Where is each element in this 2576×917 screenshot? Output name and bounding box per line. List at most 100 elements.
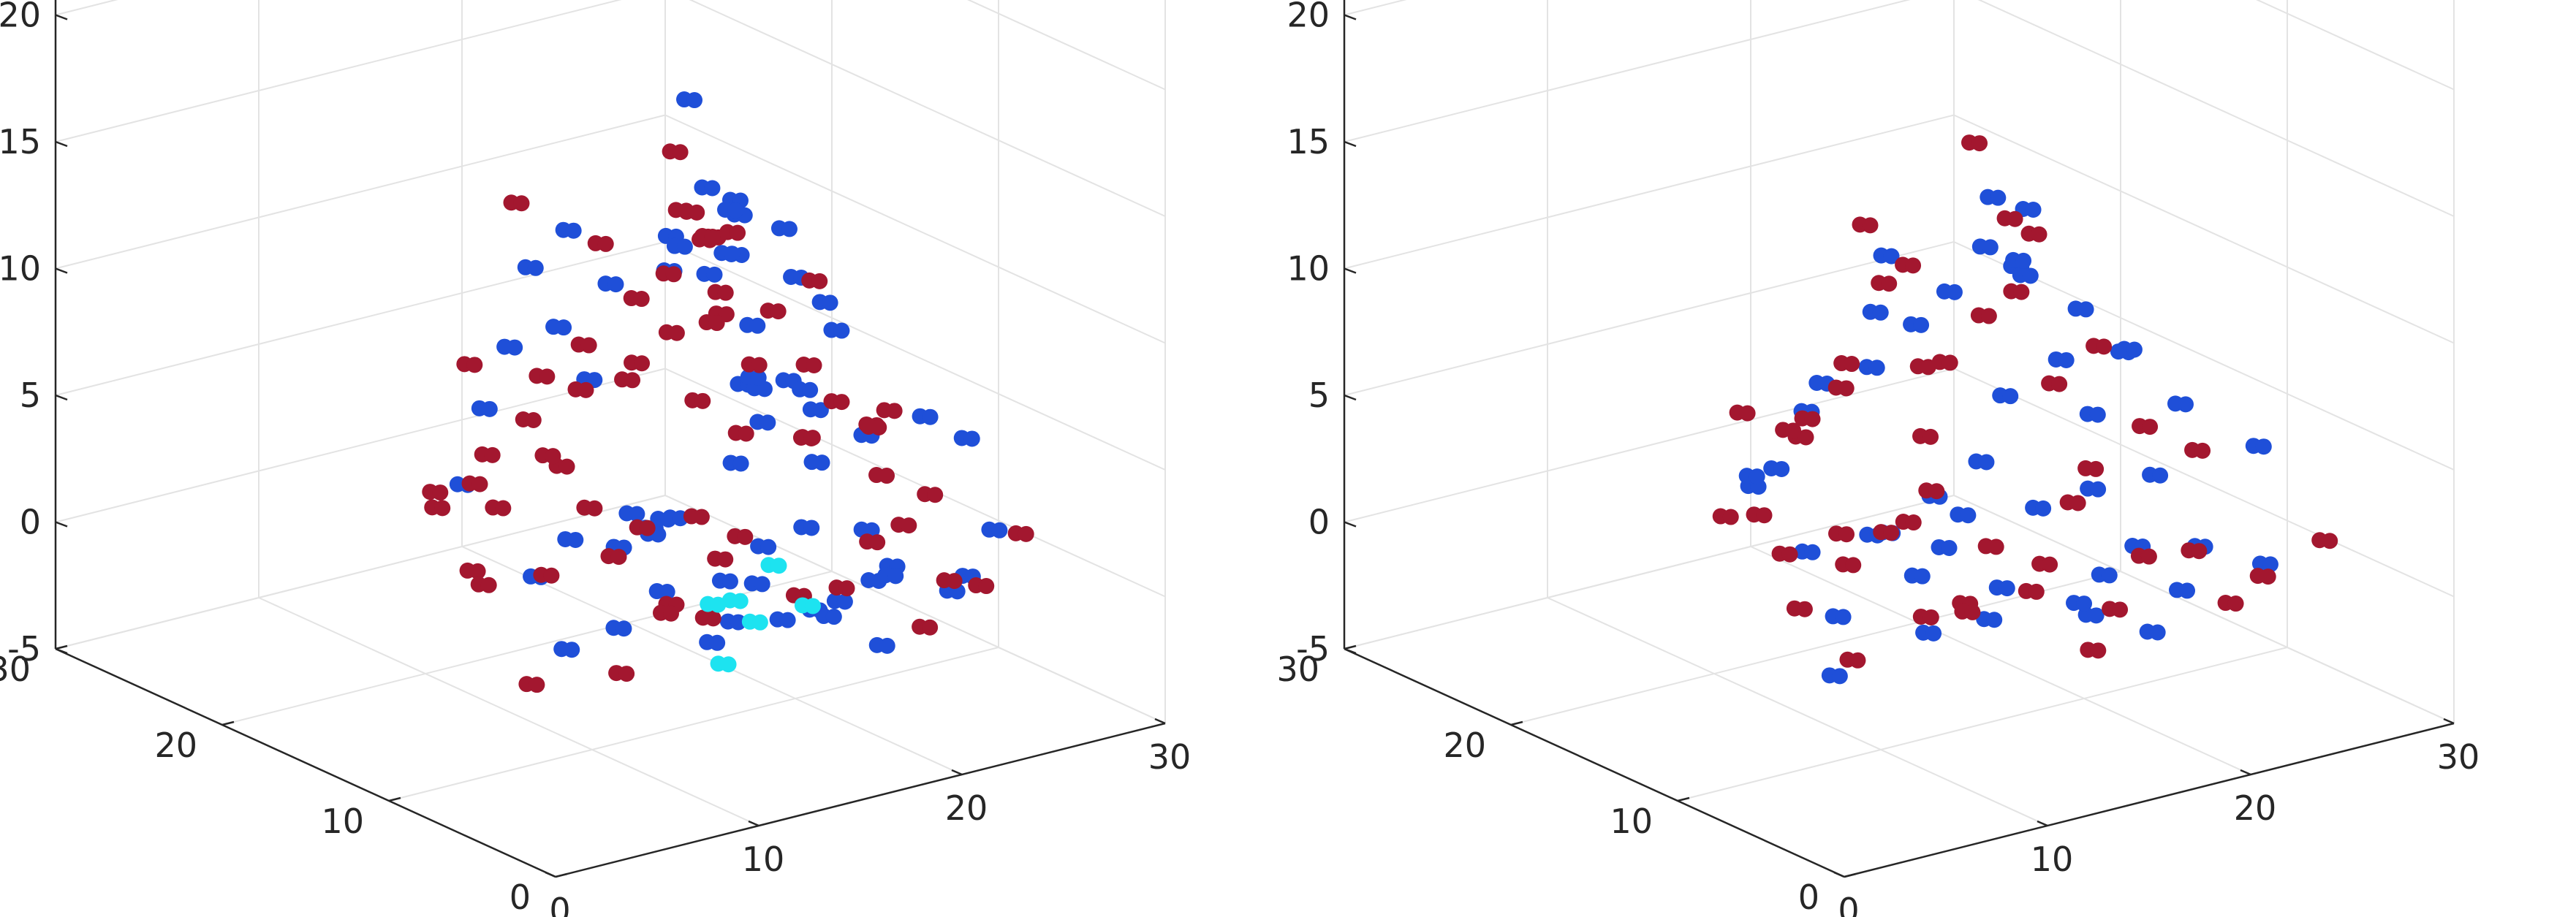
data-point xyxy=(1913,316,1930,333)
data-point xyxy=(513,195,530,212)
data-point xyxy=(1749,468,1765,485)
data-point xyxy=(2255,438,2272,455)
data-point xyxy=(481,400,498,417)
side-wall-gridline xyxy=(1953,114,2455,344)
data-point xyxy=(2179,582,2196,599)
data-point xyxy=(1018,525,1034,542)
data-point xyxy=(1925,625,1942,642)
data-point xyxy=(480,577,497,593)
data-point xyxy=(1844,356,1860,373)
data-point xyxy=(751,357,768,373)
data-point xyxy=(759,414,776,431)
y-tick-label: 10 xyxy=(321,802,364,841)
data-point xyxy=(2007,210,2023,227)
y-tick-label: 20 xyxy=(154,726,197,765)
z-tick-mark xyxy=(1344,140,1357,148)
side-wall-gridline xyxy=(689,0,1166,217)
data-point xyxy=(525,412,542,429)
data-point xyxy=(610,549,627,566)
data-point xyxy=(704,229,721,246)
data-point xyxy=(624,372,641,389)
data-point xyxy=(2042,556,2058,573)
data-point xyxy=(1804,411,1821,427)
z-tick-label: 5 xyxy=(20,376,41,415)
data-point xyxy=(770,558,787,574)
data-point xyxy=(1999,580,2015,597)
data-point xyxy=(825,609,842,625)
z-tick-label: -5 xyxy=(7,629,41,669)
data-point xyxy=(2089,406,2106,423)
data-point xyxy=(869,534,886,551)
data-point xyxy=(2051,376,2068,392)
y-tick-mark xyxy=(1844,872,1857,878)
data-point xyxy=(694,392,711,409)
side-wall-gridline xyxy=(664,241,1166,471)
data-point xyxy=(2031,226,2047,243)
data-point xyxy=(527,259,544,276)
data-point xyxy=(1831,668,1848,685)
side-wall-gridline xyxy=(1953,368,2455,598)
floor-gridline xyxy=(258,597,759,826)
back-wall-gridline xyxy=(55,241,666,396)
data-point xyxy=(1773,460,1790,477)
data-point xyxy=(710,596,727,613)
data-point xyxy=(2142,419,2159,435)
data-point xyxy=(2013,284,2030,300)
data-point xyxy=(1928,483,1945,500)
data-point xyxy=(2262,556,2278,573)
data-point xyxy=(2101,567,2118,584)
data-point xyxy=(1756,507,1773,524)
data-point xyxy=(978,578,995,595)
x-tick-label: 30 xyxy=(2437,737,2480,777)
floor-gridline xyxy=(1677,647,2288,802)
z-tick-mark xyxy=(55,647,68,655)
data-point xyxy=(737,528,754,545)
data-point xyxy=(1883,248,1900,265)
data-point xyxy=(668,324,685,341)
back-wall-gridline xyxy=(1344,495,1955,650)
data-point xyxy=(672,144,689,161)
data-point xyxy=(545,448,561,465)
z-tick-mark xyxy=(1344,521,1357,528)
y-tick-mark xyxy=(555,872,568,878)
y-axis-line xyxy=(55,647,556,878)
data-point xyxy=(2152,467,2169,484)
data-point xyxy=(754,576,770,593)
floor-gridline xyxy=(1750,546,2251,775)
data-point xyxy=(633,291,650,308)
data-point xyxy=(2194,442,2211,459)
data-point xyxy=(738,425,754,442)
y-tick-mark xyxy=(388,796,401,802)
z-tick-label: 0 xyxy=(20,503,41,542)
y-tick-label: 10 xyxy=(1610,802,1653,841)
x-tick-label: 0 xyxy=(549,891,570,917)
y-tick-mark xyxy=(1344,644,1357,650)
data-point xyxy=(466,357,483,373)
data-point xyxy=(1946,284,1963,300)
data-point xyxy=(1722,509,1739,525)
series-1-points xyxy=(422,143,1034,693)
data-point xyxy=(2191,543,2208,560)
data-point xyxy=(2149,624,2166,641)
x-tick-label: 10 xyxy=(742,840,785,879)
side-wall-gridline xyxy=(1977,0,2455,217)
data-point xyxy=(804,598,821,614)
data-point xyxy=(1838,526,1855,543)
data-point xyxy=(484,446,501,463)
data-point xyxy=(1872,304,1889,321)
data-point xyxy=(1905,257,1922,274)
z-tick-mark xyxy=(55,140,68,148)
z-tick-label: 5 xyxy=(1308,376,1330,415)
data-point xyxy=(597,235,614,252)
z-tick-mark xyxy=(1344,647,1357,655)
data-point xyxy=(717,284,734,301)
data-point xyxy=(639,520,656,536)
y-tick-mark xyxy=(55,644,68,650)
floor-gridline xyxy=(1510,571,2121,726)
data-point xyxy=(1982,239,1999,256)
y-tick-mark xyxy=(1510,720,1523,726)
